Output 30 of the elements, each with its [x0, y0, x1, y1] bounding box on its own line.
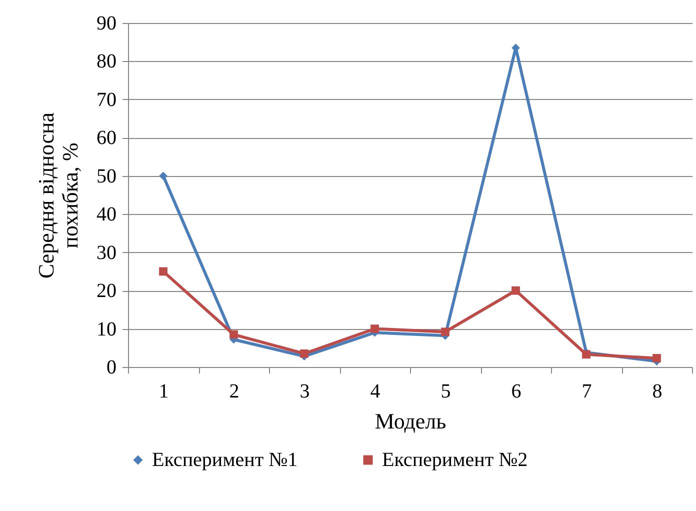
y-axis-title: Середня відносна похибка, % [34, 112, 82, 279]
x-tick-label: 2 [229, 380, 240, 402]
x-tick-label: 6 [511, 380, 522, 402]
point [159, 267, 168, 276]
point [512, 286, 520, 295]
y-tick-label: 30 [96, 242, 116, 264]
point [441, 328, 450, 336]
y-tick-label: 40 [96, 204, 116, 226]
y-tick-label: 20 [96, 280, 116, 302]
point [300, 349, 308, 358]
x-axis-title: Модель [374, 408, 446, 434]
point [370, 324, 379, 333]
y-tick-label: 70 [96, 88, 116, 111]
x-tick-label: 3 [300, 380, 310, 402]
point [230, 330, 238, 339]
point [652, 354, 661, 362]
x-tick-label: 4 [370, 380, 380, 402]
x-tick-label: 8 [652, 380, 662, 402]
x-tick-label: 7 [582, 380, 592, 402]
y-tick-label: 80 [96, 50, 116, 73]
legend-label: Експеримент №2 [382, 449, 528, 471]
y-tick-label: 50 [96, 165, 116, 188]
y-tick-label: 60 [96, 127, 116, 150]
point [159, 172, 168, 180]
x-tick-label: 5 [440, 380, 451, 402]
y-tick-label: 10 [96, 318, 116, 340]
y-tick-label: 90 [96, 12, 116, 34]
legend-label: Експеримент №1 [152, 449, 298, 471]
x-tick-label: 1 [158, 380, 169, 402]
y-tick-label: 0 [106, 356, 116, 378]
